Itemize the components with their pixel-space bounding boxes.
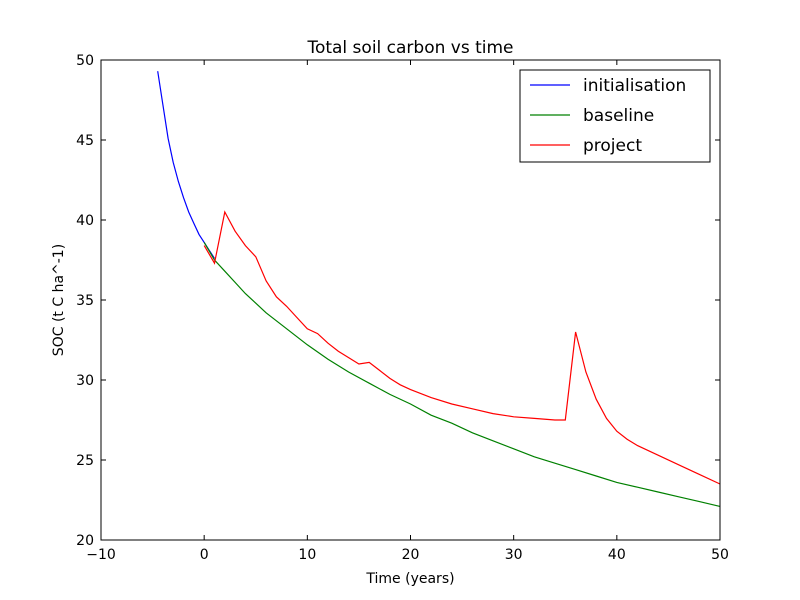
x-tick-label: 20 bbox=[402, 547, 420, 563]
x-tick-label: 10 bbox=[298, 547, 316, 563]
legend-label-initialisation: initialisation bbox=[583, 76, 686, 96]
y-tick-label: 20 bbox=[76, 533, 94, 549]
legend-label-baseline: baseline bbox=[583, 106, 654, 126]
y-tick-label: 25 bbox=[76, 453, 94, 469]
x-tick-label: −10 bbox=[86, 547, 116, 563]
x-tick-label: 40 bbox=[608, 547, 626, 563]
y-tick-label: 35 bbox=[76, 293, 94, 309]
x-tick-label: 30 bbox=[505, 547, 523, 563]
ticks: −10 0 10 20 30 40 50 20 25 30 35 40 45 50 bbox=[76, 53, 729, 563]
chart-title: Total soil carbon vs time bbox=[306, 38, 513, 58]
y-axis-label: SOC (t C ha^-1) bbox=[51, 244, 67, 356]
legend: initialisation baseline project bbox=[519, 69, 711, 163]
y-tick-label: 45 bbox=[76, 133, 94, 149]
plot-lines bbox=[157, 71, 721, 507]
y-tick-label: 50 bbox=[76, 53, 94, 69]
y-tick-label: 40 bbox=[76, 213, 94, 229]
plot-frame bbox=[100, 59, 721, 541]
x-axis-label: Time (years) bbox=[365, 571, 454, 587]
y-tick-label: 30 bbox=[76, 373, 94, 389]
x-tick-label: 50 bbox=[711, 547, 729, 563]
x-tick-label: 0 bbox=[200, 547, 209, 563]
series-line-project bbox=[203, 210, 721, 485]
series-line-baseline bbox=[203, 242, 721, 507]
legend-label-project: project bbox=[583, 136, 642, 156]
